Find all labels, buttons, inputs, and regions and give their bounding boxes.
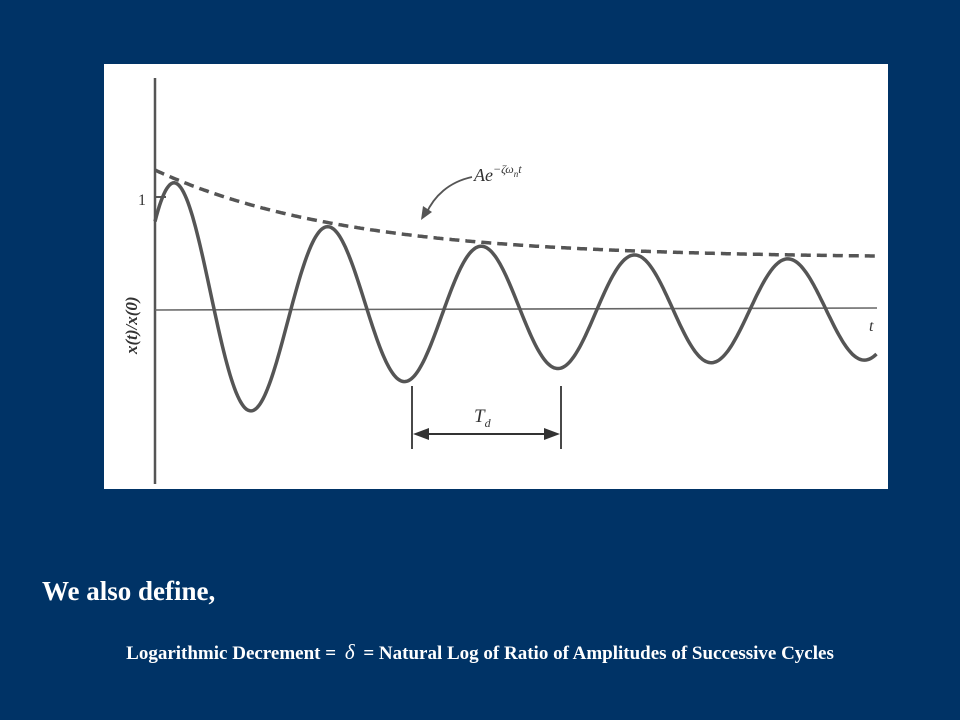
- definition-prefix: Logarithmic Decrement =: [126, 643, 337, 664]
- envelope-curve: [154, 168, 877, 258]
- envelope-label-exponent-tail: t: [518, 162, 522, 176]
- y-axis-label: x(t)/x(0): [122, 296, 141, 355]
- period-arrowhead-right: [544, 428, 560, 440]
- envelope-label-exponent: −ζω: [493, 162, 514, 176]
- period-label-sub: d: [485, 416, 492, 430]
- figure-panel: 1 t x(t)/x(0) Ae−ζωnt Td: [104, 64, 888, 489]
- delta-symbol: δ: [344, 640, 355, 664]
- period-arrowhead-left: [413, 428, 429, 440]
- response-curve: [153, 181, 878, 413]
- time-axis-label: t: [869, 318, 874, 335]
- period-label-symbol: T: [474, 406, 486, 427]
- envelope-pointer-arrow: [425, 176, 473, 215]
- envelope-label: Ae−ζωnt: [473, 162, 522, 185]
- envelope-pointer-arrowhead: [421, 206, 432, 220]
- y-tick-one-label: 1: [138, 192, 146, 209]
- definition-line: Logarithmic Decrement = δ = Natural Log …: [0, 640, 960, 665]
- envelope-label-base: Ae: [473, 165, 493, 185]
- time-axis: [154, 307, 878, 311]
- lead-text: We also define,: [42, 576, 216, 606]
- definition-suffix: = Natural Log of Ratio of Amplitudes of …: [363, 643, 834, 664]
- period-label: Td: [474, 406, 492, 430]
- envelope-label-exponent-sub: n: [514, 169, 519, 179]
- damped-oscillation-diagram: 1 t x(t)/x(0) Ae−ζωnt Td: [122, 78, 878, 484]
